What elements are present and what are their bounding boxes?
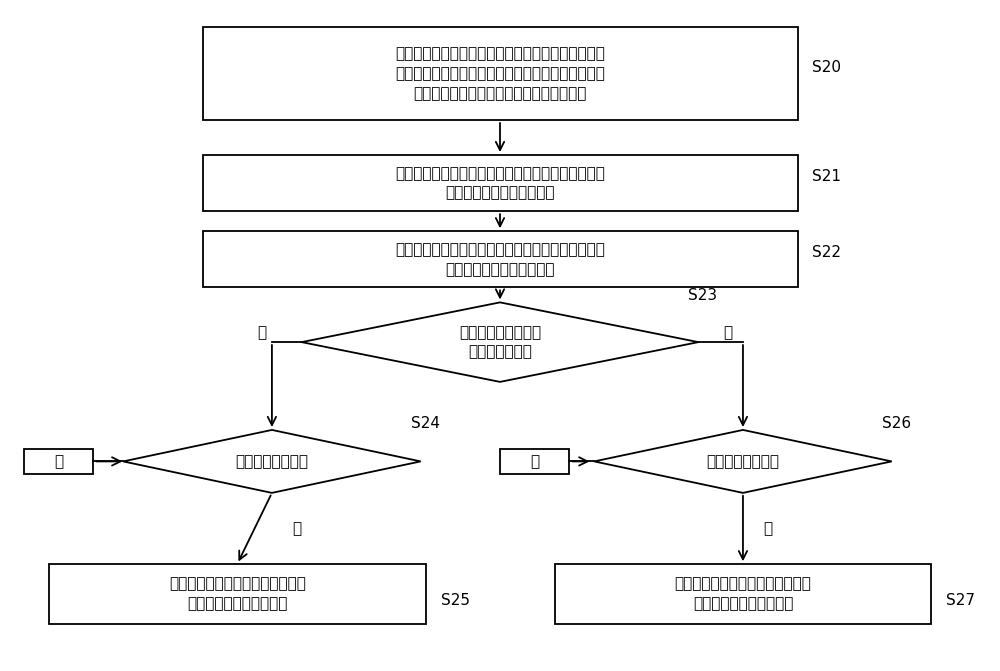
Text: 是否触发切换条件: 是否触发切换条件 [235,454,308,469]
Text: 否: 否 [724,325,733,340]
Bar [555,564,931,624]
Polygon shape [302,303,698,382]
Bar [203,28,798,120]
Text: S21: S21 [812,169,841,184]
Text: 将第一显示屏的输入信号切换为所
述第二显示屏的输入信号: 将第一显示屏的输入信号切换为所 述第二显示屏的输入信号 [675,576,811,611]
Bar [500,449,569,474]
Text: 当检测到目标应用启动时，将所述目标应用的应用真
身的信号确定为第一路信号的输入及将所述目标应用
的应用分身的信号确定为第二路信号的输入: 当检测到目标应用启动时，将所述目标应用的应用真 身的信号确定为第一路信号的输入及… [395,46,605,101]
Text: S23: S23 [688,289,718,303]
Text: S25: S25 [441,593,470,608]
Bar [24,449,93,474]
Text: 是: 是 [763,521,772,536]
Text: S26: S26 [882,416,911,431]
Text: 是: 是 [292,521,301,536]
Text: S24: S24 [411,416,440,431]
Text: S27: S27 [946,593,975,608]
Text: 当前使用的显示屏是
否为所述第一屏: 当前使用的显示屏是 否为所述第一屏 [459,325,541,360]
Text: S20: S20 [812,60,841,74]
Text: 将所述第一路信号输出至所述第一显示屏，将所述第
二路信号输出在第二显示屏: 将所述第一路信号输出至所述第一显示屏，将所述第 二路信号输出在第二显示屏 [395,166,605,201]
Bar [203,231,798,287]
Text: 否: 否 [530,454,539,469]
Text: S22: S22 [812,245,841,260]
Polygon shape [594,430,892,493]
Text: 将第二显示屏的输入信号切换为所
述第一显示屏的输入信号: 将第二显示屏的输入信号切换为所 述第一显示屏的输入信号 [169,576,306,611]
Text: 在所述第一显示屏上显示所述应用真身，在所述第二
显示屏上显示所述应用分身: 在所述第一显示屏上显示所述应用真身，在所述第二 显示屏上显示所述应用分身 [395,242,605,276]
Text: 是否触发切换条件: 是否触发切换条件 [706,454,779,469]
Text: 否: 否 [54,454,63,469]
Bar [203,155,798,211]
Polygon shape [123,430,421,493]
Bar [49,564,426,624]
Text: 是: 是 [257,325,267,340]
